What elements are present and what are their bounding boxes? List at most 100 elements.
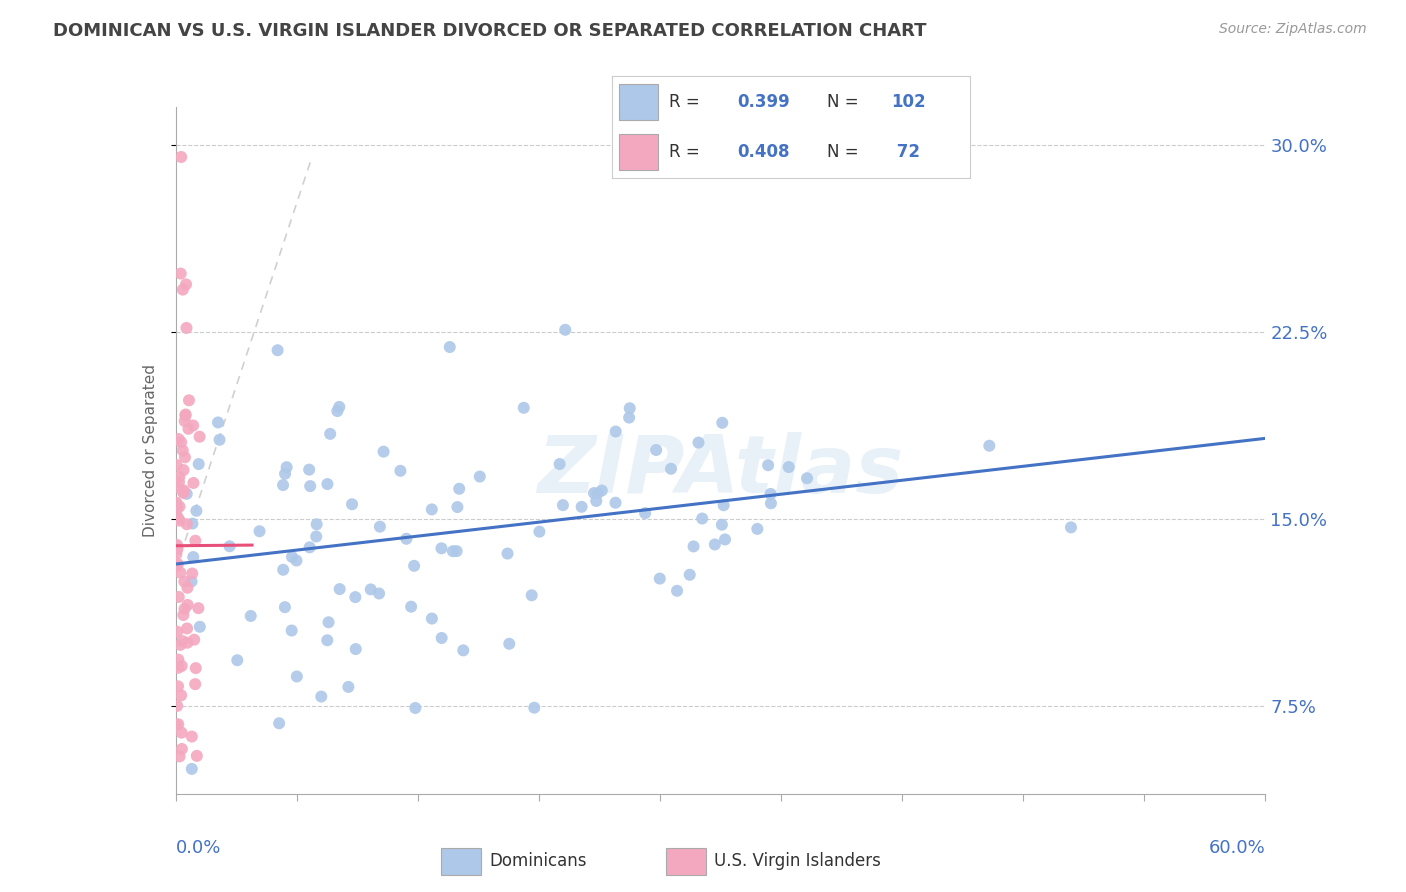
- Point: [177, 393, 200, 408]
- Point: [170, 659, 193, 673]
- FancyBboxPatch shape: [619, 84, 658, 120]
- Text: R =: R =: [669, 144, 704, 161]
- Point: [173, 602, 195, 616]
- Point: [299, 479, 322, 493]
- Point: [329, 582, 352, 596]
- Point: [679, 567, 702, 582]
- Point: [269, 716, 291, 731]
- Point: [169, 638, 191, 652]
- Point: [690, 511, 713, 525]
- Point: [181, 566, 204, 581]
- Point: [176, 636, 198, 650]
- Point: [169, 500, 191, 514]
- Text: R =: R =: [669, 93, 704, 111]
- Point: [167, 590, 190, 604]
- Point: [298, 463, 321, 477]
- Point: [170, 435, 193, 450]
- Point: [634, 506, 657, 520]
- Text: 0.408: 0.408: [737, 144, 790, 161]
- Point: [174, 408, 197, 422]
- Point: [165, 558, 187, 573]
- Point: [172, 634, 194, 648]
- Text: U.S. Virgin Islanders: U.S. Virgin Islanders: [714, 852, 880, 871]
- Point: [172, 607, 194, 622]
- Point: [714, 533, 737, 547]
- Point: [446, 500, 468, 514]
- Point: [318, 615, 340, 630]
- Point: [328, 400, 350, 414]
- Point: [170, 150, 193, 164]
- Point: [173, 483, 195, 498]
- FancyBboxPatch shape: [665, 848, 706, 875]
- Point: [181, 516, 204, 531]
- Point: [266, 343, 288, 358]
- Point: [285, 553, 308, 567]
- Point: [617, 410, 640, 425]
- Text: N =: N =: [827, 144, 863, 161]
- Point: [711, 416, 734, 430]
- Point: [165, 496, 187, 510]
- Point: [180, 762, 202, 776]
- Point: [188, 620, 211, 634]
- Point: [172, 463, 194, 477]
- Point: [188, 430, 211, 444]
- Point: [571, 500, 593, 514]
- Point: [176, 517, 198, 532]
- Point: [180, 730, 202, 744]
- Point: [420, 611, 443, 625]
- Point: [311, 690, 333, 704]
- Point: [176, 321, 198, 335]
- Point: [174, 450, 197, 465]
- Point: [274, 467, 297, 481]
- Point: [218, 539, 240, 553]
- Point: [591, 483, 613, 498]
- Point: [181, 418, 204, 433]
- Point: [166, 458, 188, 472]
- Text: Dominicans: Dominicans: [489, 852, 586, 871]
- Point: [340, 497, 363, 511]
- Point: [186, 504, 208, 518]
- Point: [395, 532, 418, 546]
- Point: [180, 574, 202, 589]
- Point: [796, 471, 818, 485]
- Point: [167, 661, 190, 675]
- Point: [280, 624, 302, 638]
- Point: [172, 484, 194, 499]
- Point: [170, 725, 193, 739]
- Y-axis label: Divorced or Separated: Divorced or Separated: [142, 364, 157, 537]
- Point: [176, 487, 198, 501]
- Point: [172, 443, 194, 458]
- Point: [167, 481, 190, 495]
- Point: [337, 680, 360, 694]
- Point: [373, 444, 395, 458]
- Point: [184, 533, 207, 548]
- Point: [747, 522, 769, 536]
- Point: [167, 432, 190, 446]
- Point: [713, 498, 735, 512]
- Point: [344, 590, 367, 604]
- Point: [165, 496, 187, 510]
- Point: [169, 514, 191, 528]
- Point: [399, 599, 422, 614]
- Point: [183, 632, 205, 647]
- Point: [176, 622, 198, 636]
- Point: [165, 547, 187, 561]
- Point: [176, 581, 198, 595]
- Point: [451, 643, 474, 657]
- Point: [167, 475, 190, 489]
- Text: N =: N =: [827, 93, 863, 111]
- Point: [167, 717, 190, 731]
- Point: [548, 457, 571, 471]
- Point: [498, 637, 520, 651]
- Point: [319, 426, 342, 441]
- Point: [420, 502, 443, 516]
- Point: [389, 464, 412, 478]
- Point: [468, 469, 491, 483]
- Point: [585, 494, 607, 508]
- Point: [316, 477, 339, 491]
- Point: [170, 688, 193, 702]
- Point: [648, 572, 671, 586]
- Point: [187, 457, 209, 471]
- Point: [226, 653, 249, 667]
- Point: [166, 542, 188, 557]
